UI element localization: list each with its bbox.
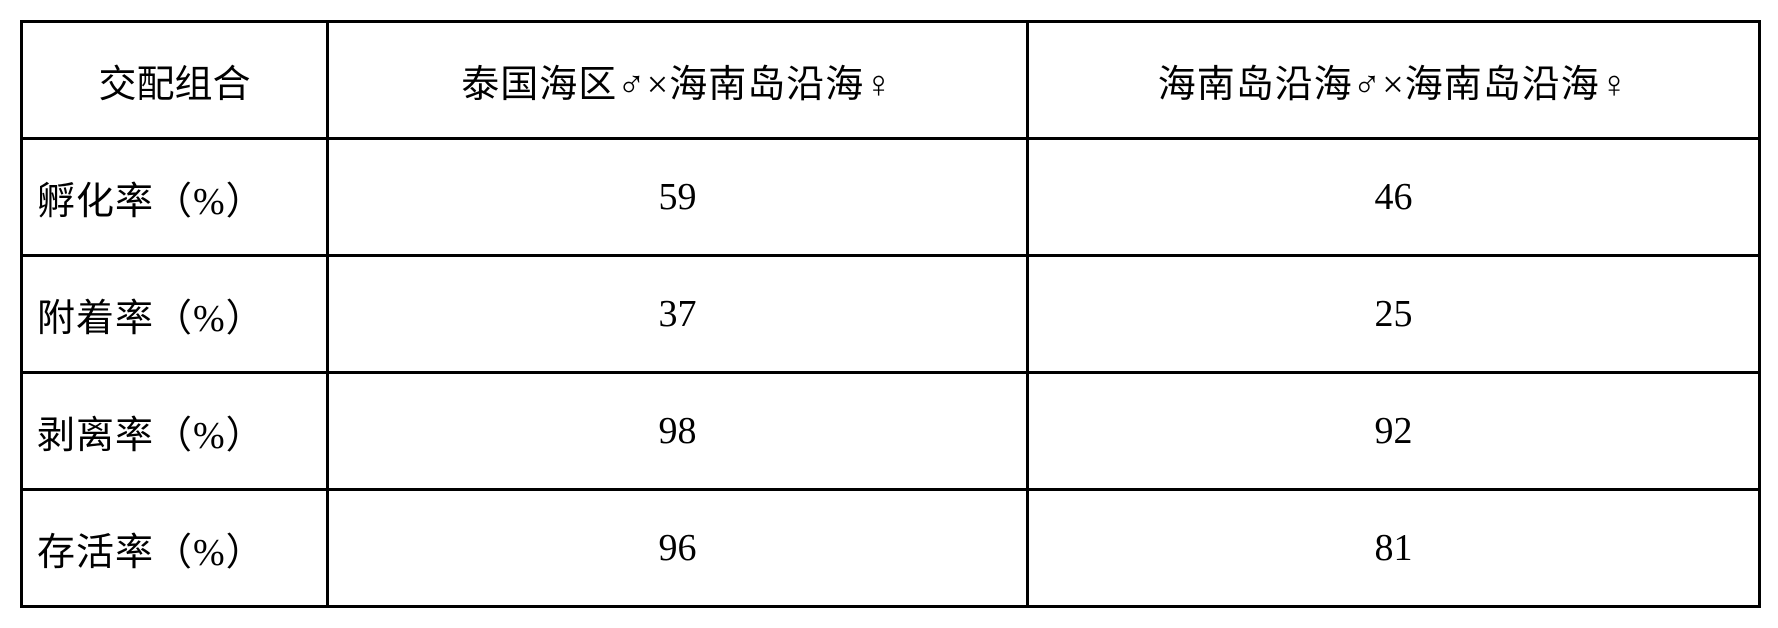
value-cell: 96	[328, 490, 1028, 607]
row-label: 剥离率（%）	[23, 404, 326, 459]
row-label: 附着率（%）	[23, 287, 326, 342]
value: 59	[329, 175, 1026, 219]
row-label-cell: 孵化率（%）	[22, 139, 328, 256]
row-label-cell: 存活率（%）	[22, 490, 328, 607]
value-cell: 37	[328, 256, 1028, 373]
header-cross1-cell: 泰国海区♂×海南岛沿海♀	[328, 22, 1028, 139]
value-cell: 25	[1028, 256, 1760, 373]
table-row: 附着率（%） 37 25	[22, 256, 1760, 373]
value: 37	[329, 292, 1026, 336]
value: 92	[1029, 409, 1758, 453]
header-rowlabel-cell: 交配组合	[22, 22, 328, 139]
row-label: 存活率（%）	[23, 521, 326, 576]
header-cross2: 海南岛沿海♂×海南岛沿海♀	[1029, 53, 1758, 108]
table-header-row: 交配组合 泰国海区♂×海南岛沿海♀ 海南岛沿海♂×海南岛沿海♀	[22, 22, 1760, 139]
row-label-cell: 附着率（%）	[22, 256, 328, 373]
value-cell: 98	[328, 373, 1028, 490]
table-row: 存活率（%） 96 81	[22, 490, 1760, 607]
value-cell: 46	[1028, 139, 1760, 256]
value: 81	[1029, 526, 1758, 570]
row-label-cell: 剥离率（%）	[22, 373, 328, 490]
header-rowlabel: 交配组合	[23, 53, 326, 108]
value-cell: 59	[328, 139, 1028, 256]
value: 96	[329, 526, 1026, 570]
table-row: 剥离率（%） 98 92	[22, 373, 1760, 490]
value: 25	[1029, 292, 1758, 336]
value-cell: 92	[1028, 373, 1760, 490]
value: 46	[1029, 175, 1758, 219]
value: 98	[329, 409, 1026, 453]
header-cross2-cell: 海南岛沿海♂×海南岛沿海♀	[1028, 22, 1760, 139]
value-cell: 81	[1028, 490, 1760, 607]
row-label: 孵化率（%）	[23, 170, 326, 225]
header-cross1: 泰国海区♂×海南岛沿海♀	[329, 53, 1026, 108]
mating-comparison-table: 交配组合 泰国海区♂×海南岛沿海♀ 海南岛沿海♂×海南岛沿海♀ 孵化率（%） 5…	[20, 20, 1761, 608]
table-row: 孵化率（%） 59 46	[22, 139, 1760, 256]
